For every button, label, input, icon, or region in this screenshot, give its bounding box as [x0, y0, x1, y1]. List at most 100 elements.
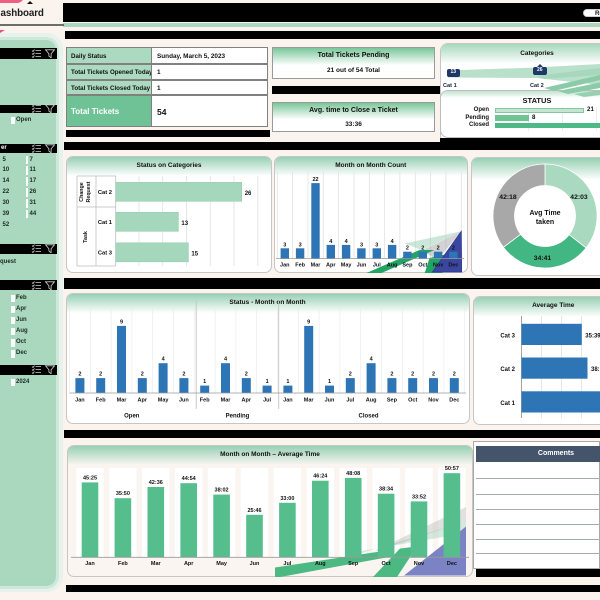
svg-text:2: 2 [99, 372, 102, 378]
svg-text:Nov: Nov [414, 561, 425, 567]
svg-text:22: 22 [312, 177, 318, 183]
svg-text:35:50: 35:50 [116, 491, 130, 497]
svg-text:Jul: Jul [372, 263, 380, 269]
svg-text:Oct: Oct [382, 561, 391, 567]
svg-text:33:52: 33:52 [412, 494, 426, 500]
svg-text:2: 2 [405, 246, 408, 252]
svg-text:42:18: 42:18 [499, 194, 517, 201]
svg-text:Dec: Dec [447, 561, 457, 567]
svg-text:2: 2 [348, 372, 351, 378]
svg-text:Oct: Oct [418, 263, 427, 269]
svg-text:3: 3 [375, 242, 378, 248]
svg-text:3: 3 [283, 242, 286, 248]
svg-text:Apr: Apr [326, 263, 336, 269]
svg-text:2: 2 [451, 246, 454, 252]
svg-text:1: 1 [327, 379, 330, 385]
svg-text:1: 1 [286, 379, 289, 385]
svg-text:4: 4 [329, 239, 333, 245]
svg-text:4: 4 [161, 357, 165, 363]
svg-text:Feb: Feb [295, 263, 305, 269]
svg-text:2: 2 [244, 372, 247, 378]
svg-text:34:41: 34:41 [533, 255, 551, 262]
svg-text:50:57: 50:57 [445, 466, 459, 472]
svg-text:Jun: Jun [324, 398, 334, 404]
svg-text:Aug: Aug [365, 398, 376, 404]
svg-text:Pending: Pending [225, 414, 249, 420]
svg-text:May: May [340, 263, 352, 269]
svg-text:Feb: Feb [199, 398, 209, 404]
svg-text:Jan: Jan [280, 263, 290, 269]
svg-text:Mar: Mar [310, 263, 321, 269]
svg-text:taken: taken [535, 219, 553, 226]
svg-text:Jan: Jan [283, 398, 293, 404]
svg-text:38:16: 38:16 [591, 367, 600, 373]
svg-text:38:34: 38:34 [379, 487, 394, 493]
svg-text:Task: Task [83, 231, 89, 243]
svg-text:46:24: 46:24 [313, 474, 328, 480]
svg-text:Apr: Apr [137, 398, 147, 404]
svg-text:38:02: 38:02 [215, 488, 229, 494]
svg-text:25:46: 25:46 [247, 508, 261, 514]
svg-text:Avg Time: Avg Time [529, 210, 560, 217]
svg-text:3: 3 [298, 242, 301, 248]
svg-text:2: 2 [452, 372, 455, 378]
svg-text:Feb: Feb [118, 561, 128, 567]
svg-text:Mar: Mar [303, 398, 314, 404]
svg-text:Jul: Jul [283, 561, 291, 567]
svg-text:Mar: Mar [116, 398, 127, 404]
svg-text:Nov: Nov [432, 263, 443, 269]
svg-text:2: 2 [431, 372, 434, 378]
svg-text:Open: Open [124, 414, 140, 420]
svg-text:Change: Change [79, 182, 85, 201]
svg-text:2: 2 [390, 372, 393, 378]
svg-text:Jul: Jul [346, 398, 354, 404]
svg-text:Apr: Apr [241, 398, 251, 404]
svg-text:Jul: Jul [263, 398, 271, 404]
svg-text:Jan: Jan [85, 561, 95, 567]
svg-text:2: 2 [436, 246, 439, 252]
svg-text:Jan: Jan [75, 398, 85, 404]
svg-text:1: 1 [203, 379, 206, 385]
svg-text:Jun: Jun [250, 561, 260, 567]
svg-text:48:08: 48:08 [346, 471, 360, 477]
svg-text:1: 1 [265, 379, 268, 385]
svg-text:2: 2 [140, 372, 143, 378]
svg-text:Feb: Feb [95, 398, 105, 404]
svg-text:4: 4 [369, 357, 373, 363]
svg-text:Cat 1: Cat 1 [98, 220, 113, 226]
svg-text:2: 2 [182, 372, 185, 378]
svg-text:Cat 3: Cat 3 [500, 333, 515, 339]
svg-text:45:25: 45:25 [83, 475, 97, 481]
svg-text:Oct: Oct [408, 398, 417, 404]
svg-text:Cat 2: Cat 2 [500, 367, 515, 373]
svg-text:Jun: Jun [179, 398, 189, 404]
svg-text:Mar: Mar [151, 561, 162, 567]
svg-text:4: 4 [344, 239, 348, 245]
svg-text:9: 9 [119, 319, 122, 325]
svg-text:3: 3 [359, 242, 362, 248]
svg-text:Dec: Dec [449, 398, 459, 404]
svg-text:Request: Request [86, 181, 92, 202]
svg-text:42:36: 42:36 [149, 480, 163, 486]
svg-text:May: May [157, 398, 169, 404]
svg-text:Sep: Sep [402, 263, 413, 269]
svg-text:2: 2 [411, 372, 414, 378]
svg-text:Sep: Sep [386, 398, 397, 404]
svg-text:9: 9 [307, 319, 310, 325]
svg-text:35:39: 35:39 [585, 333, 600, 339]
svg-text:Sep: Sep [348, 561, 359, 567]
svg-text:2: 2 [78, 372, 81, 378]
svg-text:26: 26 [245, 191, 252, 197]
svg-text:Aug: Aug [315, 561, 326, 567]
svg-text:May: May [216, 561, 228, 567]
svg-text:Cat 2: Cat 2 [98, 190, 112, 196]
svg-text:42:03: 42:03 [570, 194, 588, 201]
svg-text:15: 15 [191, 251, 198, 257]
svg-text:Aug: Aug [386, 263, 397, 269]
svg-text:Cat 3: Cat 3 [98, 251, 113, 257]
svg-text:4: 4 [223, 357, 227, 363]
svg-text:Mar: Mar [220, 398, 231, 404]
svg-text:13: 13 [181, 221, 188, 227]
svg-text:2: 2 [421, 246, 424, 252]
svg-text:Closed: Closed [358, 414, 378, 420]
